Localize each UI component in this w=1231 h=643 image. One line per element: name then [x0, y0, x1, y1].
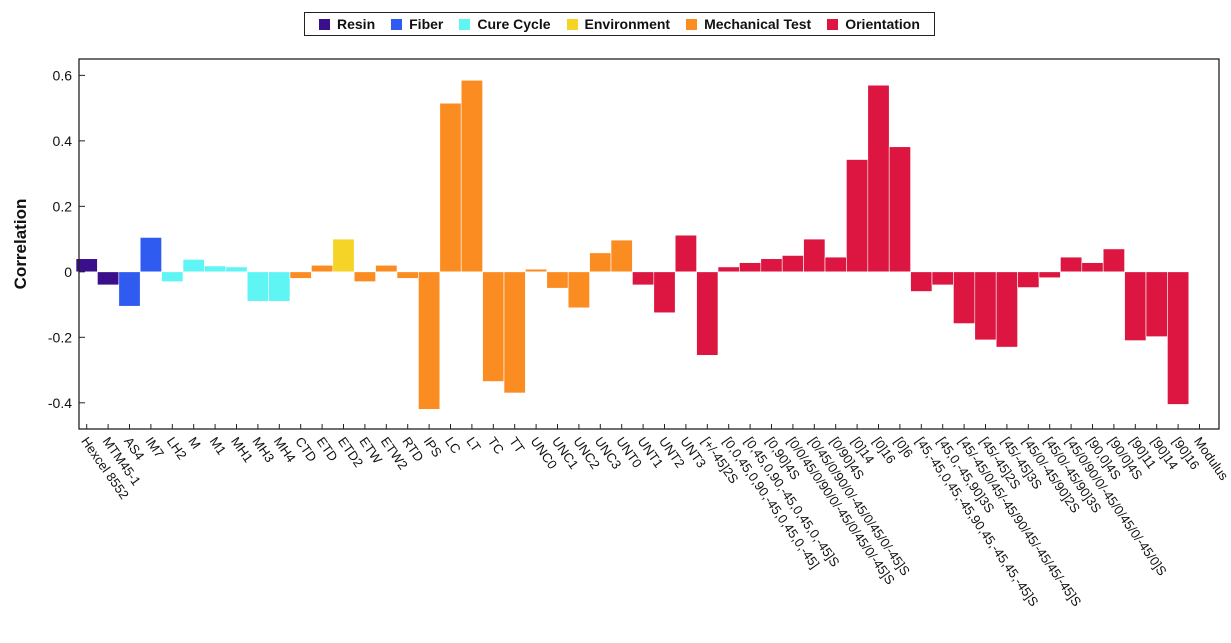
legend-swatch-mechanical-test: [686, 18, 698, 30]
bar-0: [75, 258, 98, 273]
bar-25: [610, 239, 633, 273]
y-axis-label: Correlation: [11, 199, 30, 290]
bar-32: [760, 258, 783, 273]
bars-group: [75, 79, 1190, 410]
bar-6: [204, 265, 227, 273]
bar-19: [482, 271, 505, 382]
bar-27: [653, 271, 676, 314]
legend-swatch-resin: [319, 18, 330, 30]
legend-swatch-environment: [566, 18, 578, 30]
bar-46: [1060, 256, 1083, 273]
legend-item-mechanical-test: Mechanical Test: [686, 16, 811, 32]
bar-4: [161, 271, 184, 282]
bar-13: [353, 271, 376, 282]
legend-item-fiber: Fiber: [391, 16, 443, 32]
x-tick-label: MH4: [271, 434, 299, 465]
legend-label-orientation: Orientation: [845, 16, 920, 32]
y-tick-label: 0.4: [53, 133, 73, 149]
legend-swatch-fiber: [391, 18, 403, 30]
x-tick-label: M: [185, 434, 204, 451]
bar-18: [460, 79, 483, 273]
bar-10: [289, 271, 312, 279]
bar-36: [846, 159, 869, 273]
x-tick-label: MH1: [228, 434, 256, 465]
x-tick-label: M1: [207, 434, 230, 457]
bar-41: [953, 271, 976, 324]
legend: Resin Fiber Cure Cycle Environment Mecha…: [304, 12, 935, 36]
bar-16: [418, 271, 441, 410]
x-tick-label: LH2: [164, 434, 190, 462]
legend-item-cure-cycle: Cure Cycle: [459, 16, 551, 32]
bar-30: [717, 266, 740, 273]
bar-26: [632, 271, 655, 286]
bar-22: [546, 271, 569, 289]
bar-21: [525, 268, 548, 273]
bar-29: [696, 271, 719, 356]
bar-42: [974, 271, 997, 341]
y-tick-label: -0.2: [48, 329, 72, 345]
y-tick-label: -0.4: [48, 395, 72, 411]
bar-2: [118, 271, 141, 307]
bar-28: [674, 234, 697, 273]
bar-44: [1017, 271, 1040, 288]
x-tick-label: LC: [442, 434, 464, 456]
legend-label-cure-cycle: Cure Cycle: [477, 16, 551, 32]
x-tick-label: CTD: [292, 434, 320, 464]
bar-9: [268, 271, 291, 302]
legend-swatch-cure-cycle: [459, 18, 471, 30]
x-tick-label: TC: [485, 434, 507, 457]
y-tick-label: 0: [64, 264, 72, 280]
bar-48: [1102, 248, 1125, 273]
x-tick-label: MH3: [249, 434, 277, 465]
x-tick-label: IM7: [142, 434, 167, 460]
bar-38: [888, 146, 911, 273]
bar-45: [1038, 271, 1061, 279]
bar-34: [803, 238, 826, 273]
bar-47: [1081, 262, 1104, 273]
bar-15: [396, 271, 419, 279]
plot-frame: [78, 58, 1220, 430]
x-tick-label: [0]16: [870, 434, 899, 466]
x-tick-label: LT: [463, 434, 483, 454]
bar-14: [375, 264, 398, 273]
legend-label-fiber: Fiber: [409, 16, 444, 32]
bar-37: [867, 84, 890, 273]
legend-label-environment: Environment: [584, 16, 671, 32]
legend-label-resin: Resin: [337, 16, 376, 32]
bar-40: [931, 271, 954, 286]
bar-33: [781, 255, 804, 273]
bar-8: [246, 271, 269, 302]
bar-35: [824, 256, 847, 273]
bar-17: [439, 102, 462, 273]
bar-31: [739, 262, 762, 273]
legend-label-mechanical-test: Mechanical Test: [704, 16, 812, 32]
legend-item-resin: Resin: [319, 16, 375, 32]
legend-item-environment: Environment: [566, 16, 671, 32]
bar-24: [589, 252, 612, 273]
bar-1: [97, 271, 120, 286]
bar-20: [503, 271, 526, 394]
bar-11: [311, 264, 334, 273]
bar-50: [1145, 271, 1168, 337]
bar-7: [225, 266, 248, 273]
bar-3: [139, 237, 162, 273]
bar-51: [1167, 271, 1190, 405]
x-tick-label: ETD: [314, 434, 341, 464]
y-tick-label: 0.2: [53, 198, 73, 214]
bar-49: [1124, 271, 1147, 341]
bar-23: [567, 271, 590, 309]
legend-swatch-orientation: [827, 18, 839, 30]
y-axis: 0.6 0.4 0.2 0 -0.2 -0.4: [48, 67, 85, 411]
bar-5: [182, 259, 205, 273]
bar-12: [332, 238, 355, 273]
legend-item-orientation: Orientation: [827, 16, 920, 32]
y-tick-label: 0.6: [53, 67, 73, 83]
bar-39: [910, 271, 933, 292]
x-tick-label: TT: [506, 434, 527, 456]
bar-43: [995, 271, 1018, 348]
